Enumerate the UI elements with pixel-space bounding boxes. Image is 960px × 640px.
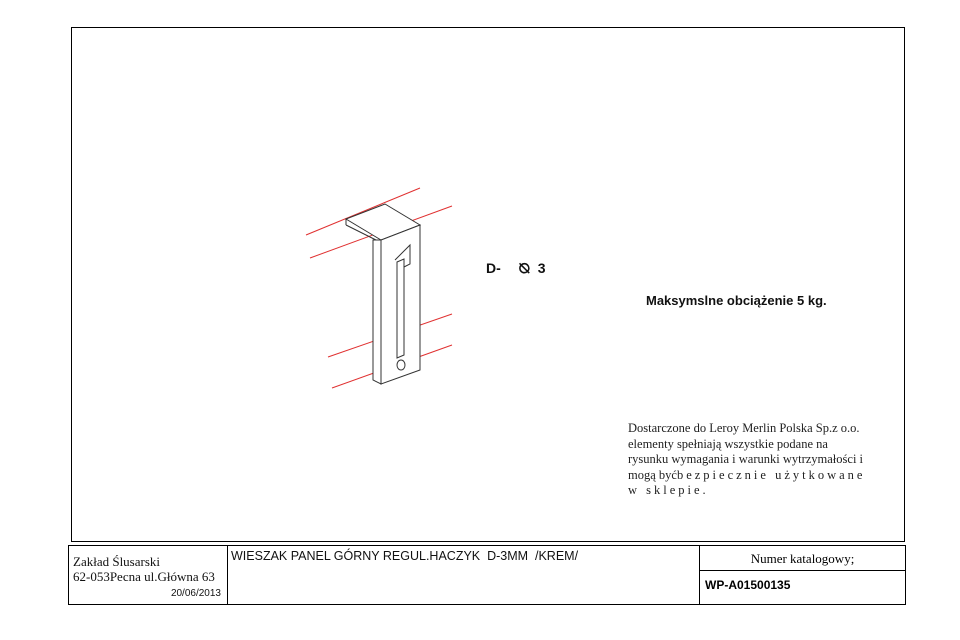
product-cell: WIESZAK PANEL GÓRNY REGUL.HACZYK D-3MM /… — [228, 546, 700, 604]
catalog-number: WP-A01500135 — [705, 578, 791, 592]
note-text: mogą być — [628, 467, 677, 482]
dimension-prefix: D- — [486, 260, 501, 276]
note-text-spaced: bezpiecznie użytkowane — [676, 467, 866, 482]
product-name: WIESZAK PANEL GÓRNY REGUL.HACZYK D-3MM /… — [231, 549, 579, 563]
note-line: rysunku wymagania i warunki wytrzymałośc… — [628, 452, 864, 466]
title-block: Zakład Ślusarski 62-053Pecna ul.Główna 6… — [68, 545, 906, 605]
drawing-date: 20/06/2013 — [170, 588, 221, 599]
dimension-value: 3 — [537, 260, 546, 276]
compliance-note: Dostarczone do Leroy Merlin Polska Sp.z … — [628, 421, 898, 499]
catalog-cell: Numer katalogowy; WP-A01500135 — [700, 546, 905, 604]
company-cell: Zakład Ślusarski 62-053Pecna ul.Główna 6… — [69, 546, 228, 604]
dimension-label: D- ⦰ 3 — [486, 260, 546, 277]
note-line: mogą byćbezpiecznie użytkowane — [628, 468, 898, 484]
catalog-label: Numer katalogowy; — [700, 546, 905, 571]
drawing-frame — [71, 27, 905, 542]
diameter-symbol-icon: ⦰ — [518, 260, 530, 276]
hanger-part — [344, 203, 422, 385]
note-line: Dostarczone do Leroy Merlin Polska Sp.z … — [628, 421, 860, 435]
note-line: elementy spełniają wszystkie podane na — [628, 436, 828, 451]
company-address: 62-053Pecna ul.Główna 63 — [73, 569, 215, 584]
company-name: Zakład Ślusarski — [73, 554, 161, 569]
max-load-text: Maksymslne obciążenie 5 kg. — [646, 293, 827, 308]
red-reference-line — [305, 187, 421, 236]
note-line: w sklepie. — [628, 483, 709, 497]
company-info: Zakład Ślusarski 62-053Pecna ul.Główna 6… — [73, 554, 215, 584]
